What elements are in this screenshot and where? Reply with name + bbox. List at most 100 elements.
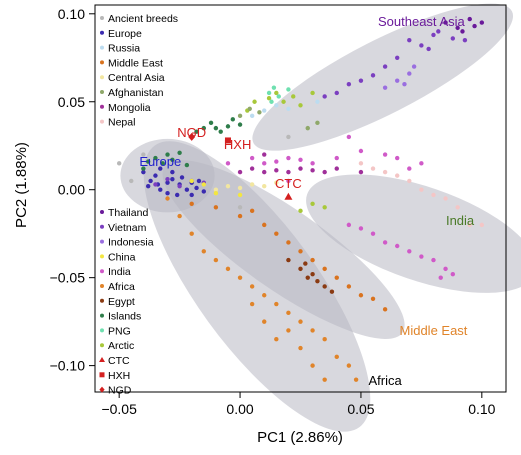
europe-point-15 <box>179 175 185 180</box>
africa-point-7 <box>249 284 255 289</box>
hxh-label: HXH <box>224 137 251 152</box>
legend-marker-egypt <box>100 298 104 303</box>
india-point-22 <box>262 161 267 166</box>
png-point-3 <box>286 87 291 92</box>
legend-label-russia: Russia <box>108 43 140 55</box>
africa-point-4 <box>213 257 219 263</box>
legend-marker-nepal <box>100 119 104 124</box>
y-tick-label-2: 0.00 <box>58 182 85 198</box>
axes: −0.05 0.00 0.05 0.10 −0.10 −0.05 0.00 0.05 0.10 <box>50 4 507 417</box>
legend-marker-mongolia <box>100 104 104 109</box>
legend-marker-hxh <box>99 372 105 378</box>
legend-marker-china <box>100 254 104 259</box>
europe-point-12 <box>201 189 206 194</box>
africa-point-11 <box>298 319 303 324</box>
egypt-point-7 <box>303 261 308 266</box>
africa-label: Africa <box>369 373 403 388</box>
afghanistan-point-3 <box>305 125 310 131</box>
nepal-point-5 <box>419 187 424 192</box>
y-tick-label-3: 0.05 <box>58 94 85 110</box>
x-axis-title: PC1 (2.86%) <box>257 429 343 446</box>
india-point-21 <box>249 155 255 161</box>
africa-point-12 <box>310 328 315 333</box>
vietnam-point-12 <box>334 90 339 96</box>
mongolia-point-6 <box>310 168 315 173</box>
x-tick-label-3: 0.10 <box>468 401 495 417</box>
india-point-24 <box>286 155 291 161</box>
islands-point-12 <box>225 124 231 129</box>
indonesia-point-2 <box>407 71 412 76</box>
legend-marker-middle-east <box>100 60 104 65</box>
india-point-7 <box>358 226 364 231</box>
africa-point-16 <box>353 377 359 382</box>
hxh-point-0 <box>224 137 231 144</box>
mongolia-point-5 <box>298 166 303 171</box>
legend-label-ancient-breeds: Ancient breeds <box>108 13 178 25</box>
middle-east-point-12 <box>213 205 219 210</box>
russia-point-4 <box>249 113 255 119</box>
europe-point-3 <box>165 180 170 185</box>
islands-point-8 <box>201 125 206 131</box>
southeast-asia-ellipse <box>252 3 514 151</box>
egypt-point-2 <box>305 275 310 280</box>
islands-point-9 <box>208 120 214 126</box>
legend-label-islands: Islands <box>108 311 141 323</box>
mongolia-point-3 <box>274 168 279 173</box>
middle-east-point-10 <box>370 296 376 301</box>
legend-marker-arctic <box>100 343 104 348</box>
arctic-point-9 <box>298 208 303 214</box>
middle-east-point-11 <box>382 307 388 312</box>
legend-marker-afghanistan <box>100 90 104 94</box>
legend-label-png: PNG <box>108 325 131 337</box>
x-tick-label-1: 0.00 <box>226 401 253 417</box>
middle-east-point-4 <box>298 249 303 254</box>
arctic-point-10 <box>322 205 327 210</box>
legend-label-afghanistan: Afghanistan <box>108 87 164 99</box>
vietnam-point-1 <box>419 43 424 48</box>
europe-point-17 <box>170 169 175 175</box>
legend-marker-islands <box>100 313 104 318</box>
egypt-point-4 <box>322 284 327 289</box>
europe-point-1 <box>148 178 153 184</box>
middle-east-point-8 <box>346 284 352 289</box>
y-tick-label-0: −0.10 <box>50 358 86 374</box>
africa-point-8 <box>262 293 267 298</box>
nepal-point-1 <box>370 166 376 171</box>
europe-point-18 <box>196 178 202 184</box>
egypt-point-6 <box>329 289 335 294</box>
png-point-4 <box>269 99 274 104</box>
central-asia-point-3 <box>249 182 255 187</box>
europe-point-6 <box>184 187 190 192</box>
india-point-5 <box>419 161 424 166</box>
ancient-breeds-point-1 <box>129 178 134 184</box>
india-point-12 <box>419 254 424 259</box>
vietnam-point-8 <box>382 64 388 69</box>
africa-point-2 <box>189 231 194 236</box>
africa-point-5 <box>225 266 231 272</box>
ngd-label: NGD <box>177 125 206 140</box>
nepal-point-6 <box>431 192 436 198</box>
y-axis-title: PC2 (1.88%) <box>13 142 30 228</box>
legend-label-indonesia: Indonesia <box>108 237 154 249</box>
europe-point-16 <box>189 192 194 198</box>
mongolia-point-2 <box>262 169 267 175</box>
africa-point-21 <box>262 319 267 324</box>
nepal-point-0 <box>358 161 364 166</box>
legend-marker-europe <box>100 30 104 35</box>
africa-point-17 <box>274 337 279 342</box>
arctic-point-7 <box>298 103 303 108</box>
islands-point-14 <box>194 129 199 134</box>
egypt-point-5 <box>310 271 315 277</box>
central-asia-point-5 <box>274 180 279 185</box>
ctc-point-0 <box>284 192 293 200</box>
cluster-ellipses <box>120 3 521 432</box>
europe-point-14 <box>145 183 151 189</box>
europe-point-13 <box>158 166 163 171</box>
arctic-point-2 <box>266 96 272 101</box>
legend-label-vietnam: Vietnam <box>108 222 147 234</box>
india-point-0 <box>346 134 352 140</box>
mongolia-point-10 <box>262 152 267 157</box>
ancient-breeds-point-2 <box>141 152 146 157</box>
europe-point-4 <box>170 176 175 182</box>
